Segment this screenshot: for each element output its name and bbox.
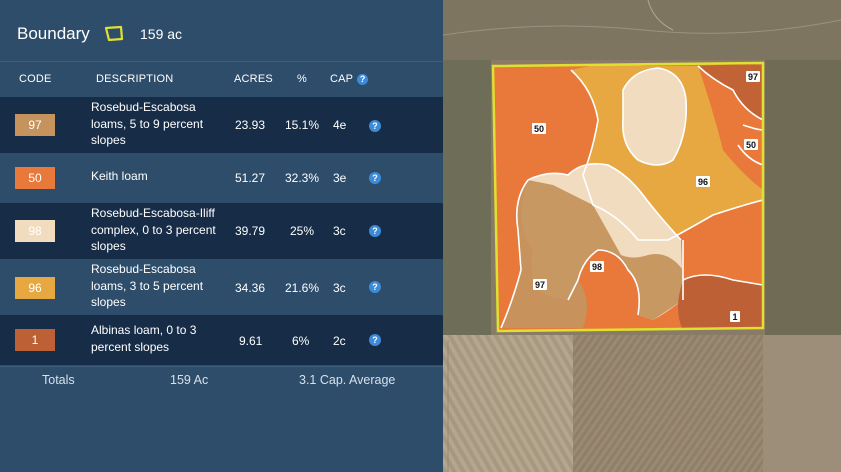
- terrain-east: [765, 60, 841, 340]
- soil-description: Rosebud-Escabosa-Iliff complex, 0 to 3 p…: [91, 206, 216, 253]
- total-acres: 159 ac: [140, 26, 183, 42]
- soil-description: Keith loam: [91, 169, 148, 183]
- panel-title: Boundary: [17, 24, 90, 43]
- map-label-96: 96: [696, 176, 710, 187]
- column-header-cap: CAP?: [330, 73, 369, 85]
- soil-acres: 39.79: [235, 224, 266, 238]
- map-label-97: 97: [533, 279, 547, 290]
- map-label-50-east: 50: [744, 139, 758, 150]
- map-label-98: 98: [590, 261, 604, 272]
- table-row[interactable]: 98 Rosebud-Escabosa-Iliff complex, 0 to …: [0, 203, 443, 259]
- panel-header: Boundary 159 ac: [0, 0, 443, 62]
- totals-divider: [0, 366, 443, 367]
- cap-help-icon[interactable]: ?: [357, 74, 369, 85]
- soil-help-icon[interactable]: ?: [369, 281, 381, 293]
- terrain-field-sw: [443, 335, 573, 472]
- map-label-text: 98: [592, 262, 602, 272]
- map-label-50: 50: [532, 123, 546, 134]
- soil-code-swatch: 96: [15, 277, 55, 299]
- column-header-description: DESCRIPTION: [96, 73, 174, 85]
- map-label-1: 1: [730, 311, 740, 322]
- soil-zone-98-north[interactable]: [622, 68, 687, 165]
- soil-description: Rosebud-Escabosa loams, 3 to 5 percent s…: [91, 262, 204, 309]
- map-labels: 97 50 50 96 98 97: [532, 71, 760, 322]
- soil-map[interactable]: 97 50 50 96 98 97: [443, 0, 841, 472]
- soil-acres: 34.36: [235, 281, 266, 295]
- column-header-code: CODE: [19, 73, 52, 85]
- soil-cap: 3c: [333, 224, 346, 238]
- totals-cap-average: 3.1 Cap. Average: [299, 373, 396, 387]
- map-label-text: 1: [732, 312, 737, 322]
- map-label-97-ne: 97: [746, 71, 760, 82]
- soil-help-icon[interactable]: ?: [369, 225, 381, 237]
- satellite-map[interactable]: 97 50 50 96 98 97: [443, 0, 841, 472]
- table-row[interactable]: 97 Rosebud-Escabosa loams, 5 to 9 percen…: [0, 97, 443, 153]
- soil-cap: 2c: [333, 334, 346, 348]
- road-line: [647, 0, 674, 31]
- road-line: [443, 19, 841, 36]
- soil-percent: 25%: [290, 224, 315, 238]
- map-label-text: 97: [535, 280, 545, 290]
- soil-code-swatch: 97: [15, 114, 55, 136]
- soil-help-icon[interactable]: ?: [369, 334, 381, 346]
- soil-percent: 21.6%: [285, 281, 320, 295]
- soil-percent: 15.1%: [285, 118, 320, 132]
- soil-description: Rosebud-Escabosa loams, 5 to 9 percent s…: [91, 100, 204, 147]
- totals-acres: 159 Ac: [170, 373, 209, 387]
- soil-help-icon[interactable]: ?: [369, 120, 381, 132]
- field-boundary[interactable]: [491, 61, 765, 333]
- totals-label: Totals: [42, 373, 75, 387]
- soil-zone-outlines: [500, 65, 763, 329]
- soil-cap: 3c: [333, 281, 346, 295]
- soil-description: Albinas loam, 0 to 3 percent slopes: [91, 323, 197, 354]
- soil-code-swatch: 1: [15, 329, 55, 351]
- terrain-field-s: [573, 335, 763, 472]
- soil-panel: Boundary 159 ac CODE DESCRIPTION ACRES %…: [0, 0, 443, 387]
- map-label-text: 96: [698, 177, 708, 187]
- soil-acres: 9.61: [239, 334, 263, 348]
- terrain-west: [443, 60, 491, 340]
- soil-help-icon[interactable]: ?: [369, 172, 381, 184]
- column-header-acres: ACRES: [234, 73, 273, 85]
- soil-percent: 6%: [292, 334, 310, 348]
- soil-code-swatch: 50: [15, 167, 55, 189]
- soil-cap: 3e: [333, 171, 347, 185]
- map-label-text: 50: [746, 140, 756, 150]
- soil-percent: 32.3%: [285, 171, 320, 185]
- soil-acres: 51.27: [235, 171, 266, 185]
- table-row[interactable]: 1 Albinas loam, 0 to 3 percent slopes 9.…: [0, 315, 443, 365]
- table-row[interactable]: 96 Rosebud-Escabosa loams, 3 to 5 percen…: [0, 259, 443, 315]
- table-row[interactable]: 50 Keith loam 51.27 32.3% 3e ?: [0, 153, 443, 203]
- soil-polygons: [493, 63, 763, 331]
- map-label-text: 50: [534, 124, 544, 134]
- map-label-text: 97: [748, 72, 758, 82]
- terrain-field-se: [763, 335, 841, 472]
- soil-code-swatch: 98: [15, 220, 55, 242]
- soil-zone-1[interactable]: [678, 275, 763, 330]
- soil-cap: 4e: [333, 118, 347, 132]
- soil-acres: 23.93: [235, 118, 266, 132]
- column-header-percent: %: [297, 73, 307, 85]
- boundary-polygon-icon: [104, 25, 124, 42]
